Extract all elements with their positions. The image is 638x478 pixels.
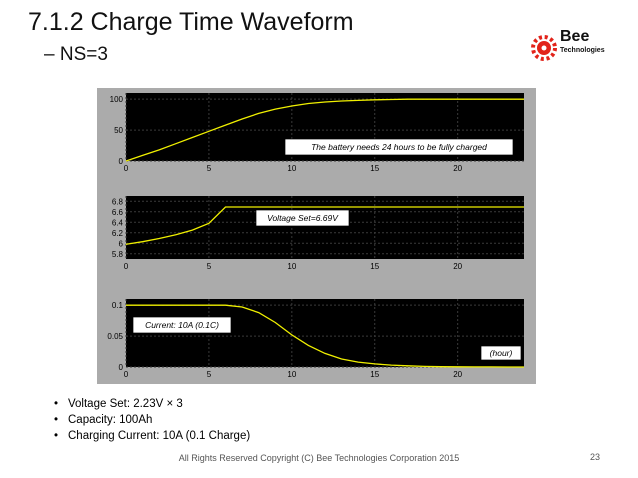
bullet-voltage-set: • Voltage Set: 2.23V × 3 xyxy=(52,396,250,412)
bullet-dot: • xyxy=(54,414,59,426)
annotation-label: Voltage Set=6.69V xyxy=(267,213,339,223)
x-tick-label: 20 xyxy=(453,262,462,271)
copyright-footer: All Rights Reserved Copyright (C) Bee Te… xyxy=(178,453,460,463)
series-line xyxy=(125,98,524,162)
y-tick-label: 0.1 xyxy=(112,301,124,310)
series-line xyxy=(125,206,524,245)
slide-subtitle: – NS=3 xyxy=(44,44,108,65)
x-tick-label: 10 xyxy=(287,262,296,271)
y-tick-label: 6.2 xyxy=(112,229,124,238)
y-tick-label: 6.8 xyxy=(112,197,124,206)
x-tick-label: 5 xyxy=(207,370,212,379)
x-tick-label: 15 xyxy=(370,164,379,173)
y-tick-label: 6.4 xyxy=(112,218,124,227)
slide-title: 7.1.2 Charge Time Waveform xyxy=(28,8,354,36)
y-tick-label: 50 xyxy=(114,126,123,135)
bullet-capacity: • Capacity: 100Ah xyxy=(52,412,250,428)
logo-tagline: Technologies xyxy=(560,47,605,54)
annotation-box xyxy=(255,209,350,227)
bullet-text: Voltage Set: 2.23V × 3 xyxy=(68,398,183,410)
bullet-list: • Voltage Set: 2.23V × 3 • Capacity: 100Ah… xyxy=(52,396,250,444)
annotation-box xyxy=(132,316,232,334)
y-tick-label: 0 xyxy=(119,157,124,166)
bullet-charging-current: • Charging Current: 10A (0.1 Charge) xyxy=(52,428,250,444)
logo-name: Bee xyxy=(560,28,590,45)
plot-area xyxy=(126,196,524,259)
page-number: 23 xyxy=(590,452,601,462)
y-tick-label: 6 xyxy=(119,239,124,248)
annotation-label: The battery needs 24 hours to be fully c… xyxy=(311,142,487,152)
x-tick-label: 0 xyxy=(124,262,129,271)
y-tick-label: 0 xyxy=(119,363,124,372)
bullet-dot: • xyxy=(54,430,59,442)
y-tick-label: 0.05 xyxy=(107,332,123,341)
x-tick-label: 15 xyxy=(370,370,379,379)
y-tick-label: 6.6 xyxy=(112,208,124,217)
x-tick-label: 15 xyxy=(370,262,379,271)
y-tick-label: 5.8 xyxy=(112,250,124,259)
x-tick-label: 10 xyxy=(287,370,296,379)
x-tick-label: 20 xyxy=(453,164,462,173)
annotation-box xyxy=(284,138,514,156)
x-tick-label: 5 xyxy=(207,164,212,173)
annotation-label: Current: 10A (0.1C) xyxy=(145,320,219,330)
x-tick-label: 5 xyxy=(207,262,212,271)
x-tick-label: 20 xyxy=(453,370,462,379)
annotation-label: (hour) xyxy=(490,348,513,358)
scope-window: 0 5 10 15 20 0 50 100 The battery needs 24 hours… xyxy=(97,88,536,384)
y-tick-label: 100 xyxy=(110,95,124,104)
x-tick-label: 0 xyxy=(124,164,129,173)
bullet-text: Charging Current: 10A (0.1 Charge) xyxy=(68,430,251,442)
series-line xyxy=(126,304,524,368)
bullet-dot: • xyxy=(54,398,59,410)
x-tick-label: 0 xyxy=(124,370,129,379)
bee-gear-logo-icon xyxy=(531,35,557,61)
x-tick-label: 10 xyxy=(287,164,296,173)
bullet-text: Capacity: 100Ah xyxy=(68,414,153,426)
annotation-box xyxy=(480,345,522,361)
